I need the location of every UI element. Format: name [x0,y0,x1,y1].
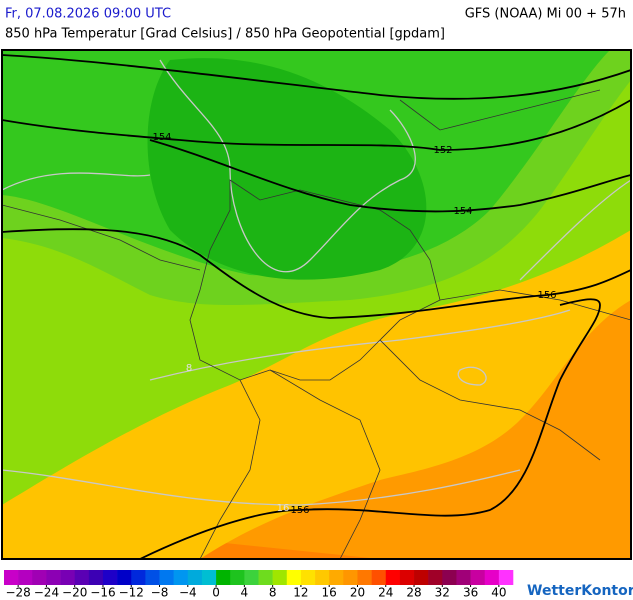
colorbar-swatch [74,570,90,585]
colorbar-swatch [357,570,372,585]
colorbar-swatch [4,570,19,585]
subtitle: 850 hPa Temperatur [Grad Celsius] / 850 … [5,27,445,42]
colorbar-swatch [173,570,189,585]
colorbar-swatch [88,570,104,585]
colorbar-tick-label: 8 [269,586,277,600]
colorbar-tick-label: −4 [179,586,197,600]
colorbar-swatch [117,570,132,585]
colorbar-swatch [329,570,344,585]
colorbar-tick-label: 0 [212,586,220,600]
colorbar-tick-label: 4 [241,586,249,600]
isohypse-label: 156 [290,505,309,516]
colorbar-swatch [216,570,231,585]
colorbar-tick-label: 20 [350,586,365,600]
colorbar-swatch [315,570,330,585]
colorbar-swatch [145,570,160,585]
borders [2,89,631,559]
valid-time: Fr, 07.08.2026 09:00 UTC [5,7,171,22]
colorbar-tick-label: 16 [322,586,337,600]
colorbar-swatch [258,570,273,585]
colorbar-swatch [343,570,358,585]
colorbar-tick-label: −24 [34,586,59,600]
map-frame [1,49,632,560]
isotherm-label: 16 [277,503,290,514]
colorbar-tick-label: 40 [491,586,506,600]
colorbar-swatch [442,570,457,585]
isohypses [2,54,631,559]
colorbar-tick-label: 36 [463,586,478,600]
colorbar-swatch [187,570,203,585]
colorbar-swatch [159,570,174,585]
colorbar-swatch [244,570,259,585]
colorbar-swatch [484,570,500,585]
colorbar-swatch [131,570,146,585]
colorbar-swatch [272,570,288,585]
colorbar-swatch [371,570,387,585]
isohypse-label: 154 [453,206,472,217]
colorbar-swatch [46,570,61,585]
colorbar-swatch [102,570,118,585]
isotherm-label: 8 [186,363,192,374]
colorbar-swatch [300,570,316,585]
colorbar-tick-label: −28 [5,586,30,600]
isotherms [2,59,631,506]
colorbar-swatch [385,570,401,585]
temp-field [147,58,427,280]
isohypse-label: 152 [433,145,452,156]
colorbar-swatch [414,570,429,585]
colorbar-swatch [456,570,471,585]
colorbar-tick-label: −16 [90,586,115,600]
colorbar-swatch [60,570,75,585]
colorbar-tick-label: −8 [151,586,169,600]
colorbar-swatch [428,570,443,585]
colorbar-swatch [32,570,47,585]
colorbar-tick-label: 24 [378,586,393,600]
logo: WetterKontor [527,583,633,599]
colorbar-swatch [470,570,486,585]
model-run: GFS (NOAA) Mi 00 + 57h [465,7,626,22]
colorbar-swatch [230,570,245,585]
colorbar-tick-label: −12 [119,586,144,600]
map [1,49,632,560]
colorbar-swatch [18,570,33,585]
colorbar-tick-label: 12 [293,586,308,600]
colorbar-swatch [286,570,302,585]
colorbar-tick-label: 32 [435,586,450,600]
isohypse-label: 154 [152,132,171,143]
colorbar-tick-label: 28 [406,586,421,600]
colorbar-tick-label: −20 [62,586,87,600]
isohypse-label: 156 [537,290,556,301]
colorbar-swatch [399,570,415,585]
colorbar-swatch [498,570,514,585]
colorbar-swatch [201,570,217,585]
